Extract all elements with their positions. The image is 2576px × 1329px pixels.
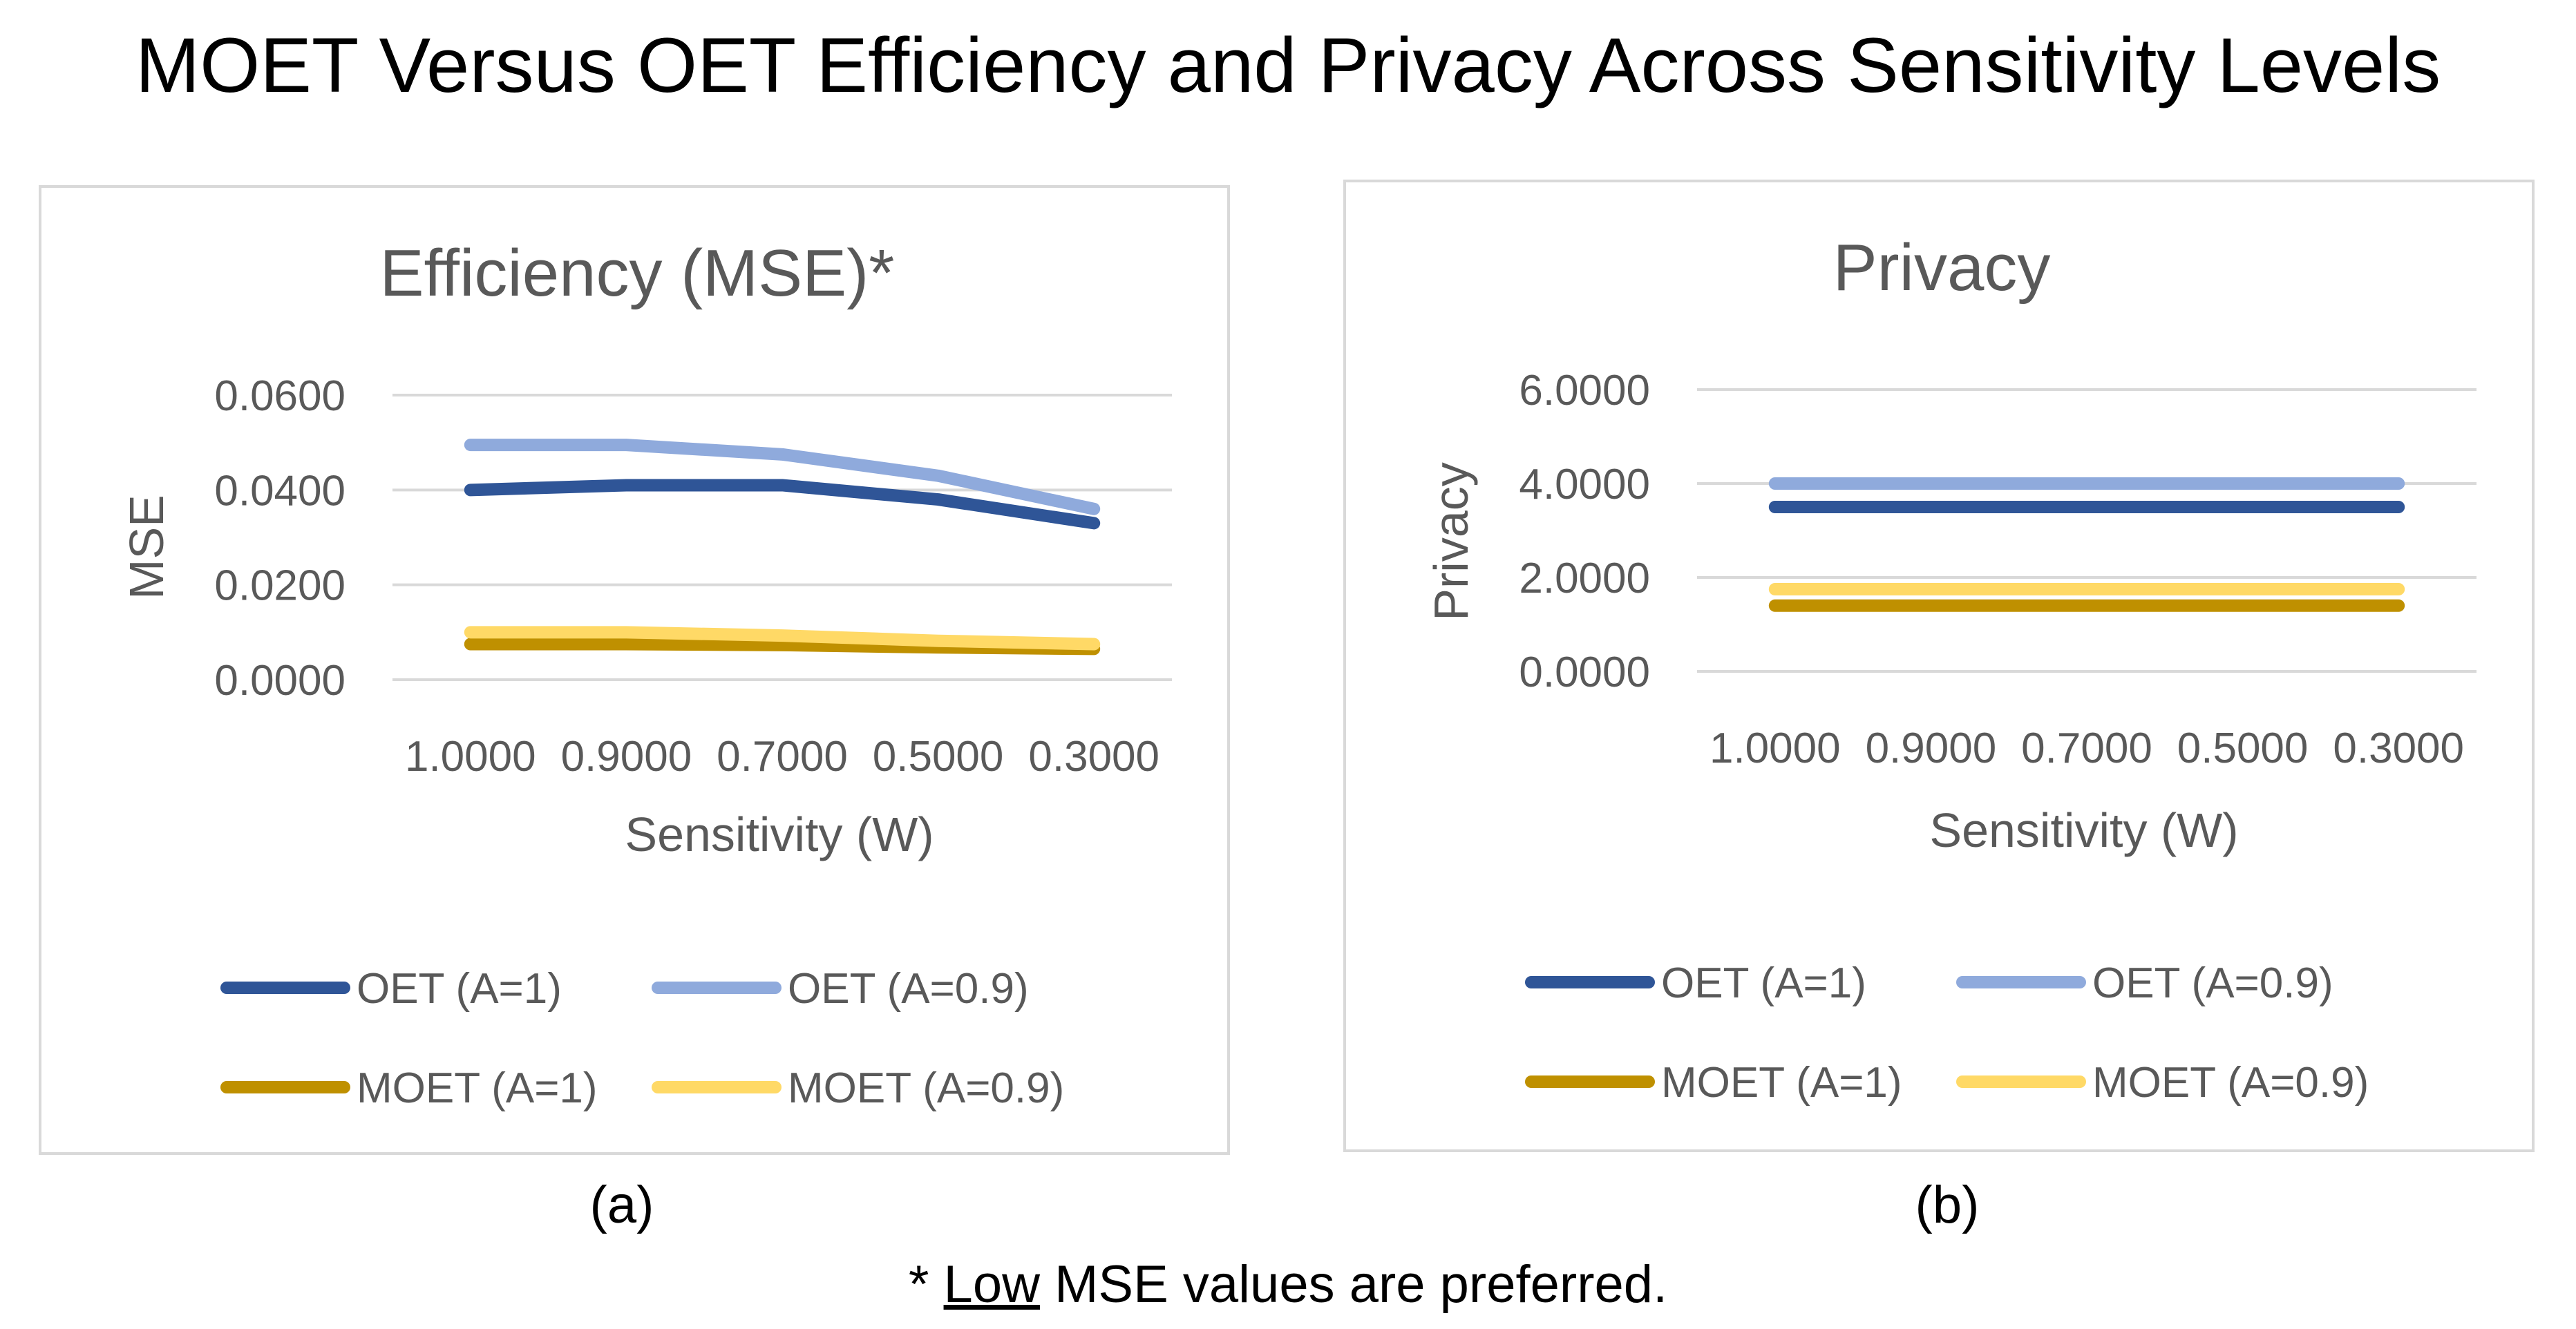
privacy-legend-label: MOET (A=0.9): [2092, 1059, 2369, 1107]
efficiency-x-tick-label: 0.9000: [561, 733, 692, 781]
efficiency-chart: Efficiency (MSE)* 0.0000 0.0200 0.0400 0.06…: [120, 236, 1172, 1112]
efficiency-chart-panel: Efficiency (MSE)* 0.0000 0.0200 0.0400 0.06…: [39, 185, 1230, 1155]
efficiency-x-axis-title: Sensitivity (W): [625, 807, 934, 861]
efficiency-chart-title: Efficiency (MSE)*: [379, 236, 894, 310]
efficiency-y-tick-label: 0.0200: [214, 562, 345, 610]
privacy-y-tick-label: 6.0000: [1519, 367, 1650, 414]
efficiency-series-line-3: [464, 626, 1101, 651]
privacy-chart-panel: Privacy 0.0000 2.0000 4.0000 6.0000 1.0000 0…: [1343, 180, 2535, 1152]
footnote-text: MSE values are preferred.: [1054, 1255, 1668, 1314]
efficiency-series-line-1: [464, 439, 1101, 515]
privacy-y-tick-label: 0.0000: [1519, 649, 1650, 696]
footnote: * Low MSE values are preferred.: [0, 1250, 2576, 1319]
efficiency-y-tick-label: 0.0400: [214, 467, 345, 515]
privacy-x-tick-label: 0.3000: [2333, 725, 2464, 772]
efficiency-legend-label: MOET (A=1): [357, 1064, 598, 1112]
efficiency-x-tick-label: 1.0000: [405, 733, 536, 781]
efficiency-legend-label: MOET (A=0.9): [788, 1064, 1064, 1112]
privacy-chart-title: Privacy: [1833, 231, 2051, 305]
privacy-x-tick-label: 1.0000: [1710, 725, 1841, 772]
privacy-chart: Privacy 0.0000 2.0000 4.0000 6.0000 1.0000 0…: [1424, 231, 2476, 1107]
caption-b: (b): [1915, 1176, 1980, 1234]
efficiency-y-tick-label: 0.0000: [214, 657, 345, 705]
privacy-y-tick-label: 4.0000: [1519, 461, 1650, 508]
efficiency-x-tick-label: 0.7000: [717, 733, 848, 781]
privacy-legend-label: OET (A=1): [1661, 959, 1866, 1007]
figure-title: MOET Versus OET Efficiency and Privacy A…: [135, 22, 2441, 108]
privacy-legend-label: OET (A=0.9): [2092, 959, 2333, 1007]
caption-a: (a): [589, 1176, 654, 1234]
privacy-x-tick-label: 0.5000: [2177, 725, 2309, 772]
efficiency-x-tick-label: 0.5000: [873, 733, 1004, 781]
footnote-low: Low: [943, 1255, 1040, 1314]
privacy-y-tick-label: 2.0000: [1519, 555, 1650, 602]
efficiency-y-axis-title: MSE: [120, 495, 173, 600]
efficiency-legend-label: OET (A=1): [357, 965, 562, 1013]
efficiency-series-line-0: [464, 479, 1101, 530]
privacy-y-axis-title: Privacy: [1424, 462, 1478, 620]
privacy-x-axis-title: Sensitivity (W): [1929, 803, 2238, 857]
privacy-x-tick-label: 0.9000: [1866, 725, 1997, 772]
footnote-asterisk: *: [908, 1255, 929, 1314]
efficiency-legend-label: OET (A=0.9): [788, 965, 1029, 1013]
efficiency-x-tick-label: 0.3000: [1028, 733, 1159, 781]
privacy-x-tick-label: 0.7000: [2021, 725, 2152, 772]
efficiency-y-tick-label: 0.0600: [214, 372, 345, 420]
privacy-legend-label: MOET (A=1): [1661, 1059, 1902, 1107]
